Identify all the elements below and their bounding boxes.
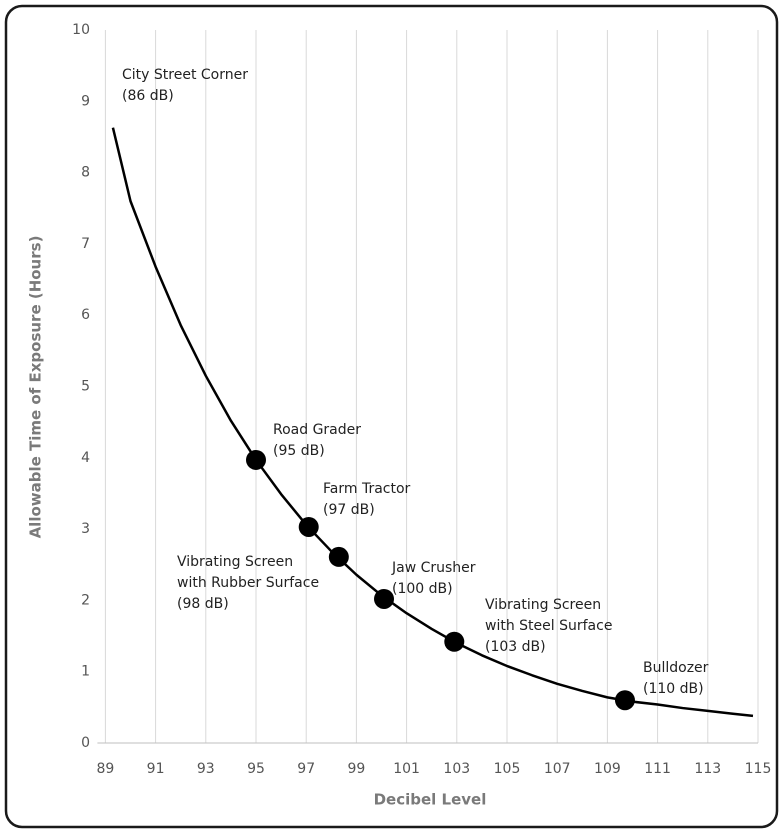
y-tick-label: 2 (81, 592, 90, 608)
annotation: Vibrating Screen (485, 597, 601, 613)
x-tick-label: 103 (443, 761, 470, 777)
y-tick-label: 3 (81, 521, 90, 537)
data-point (246, 449, 266, 470)
x-axis-title: Decibel Level (374, 791, 487, 809)
x-tick-label: 115 (745, 761, 772, 777)
data-point (444, 631, 465, 652)
x-tick-label: 93 (197, 761, 215, 777)
x-tick-label: 107 (544, 761, 571, 777)
annotation: Bulldozer (643, 660, 709, 676)
annotation: City Street Corner (122, 67, 248, 83)
x-tick-label: 95 (247, 761, 265, 777)
annotation: Road Grader (273, 422, 361, 438)
data-point (298, 516, 319, 537)
frame (4, 4, 779, 829)
annotation: (98 dB) (177, 596, 229, 612)
annotation: (86 dB) (122, 88, 174, 104)
y-tick-label: 0 (81, 735, 90, 751)
y-tick-label: 1 (81, 664, 90, 680)
annotation: (95 dB) (273, 443, 325, 459)
y-tick-label: 8 (81, 165, 90, 181)
annotation: Jaw Crusher (391, 560, 476, 576)
x-tick-label: 111 (644, 761, 671, 777)
x-tick-label: 89 (96, 761, 114, 777)
x-tick-label: 91 (147, 761, 165, 777)
annotation: with Rubber Surface (177, 575, 319, 591)
x-tick-label: 105 (494, 761, 521, 777)
y-tick-label: 9 (81, 93, 90, 109)
curve (111, 127, 754, 718)
annotation: (100 dB) (392, 581, 453, 597)
data-point (614, 690, 635, 711)
annotation: Vibrating Screen (177, 554, 293, 570)
x-tick-label: 113 (694, 761, 721, 777)
x-tick-label: 109 (594, 761, 621, 777)
data-point (328, 546, 349, 567)
annotation: (110 dB) (643, 681, 704, 697)
annotation: (103 dB) (485, 639, 546, 655)
x-tick-label: 99 (347, 761, 365, 777)
y-tick-label: 6 (81, 307, 90, 323)
y-tick-label: 10 (72, 22, 90, 38)
x-tick-label: 97 (297, 761, 315, 777)
annotation: with Steel Surface (485, 618, 612, 634)
y-tick-label: 4 (81, 450, 90, 466)
annotation: (97 dB) (323, 502, 375, 518)
y-tick-label: 7 (81, 236, 90, 252)
annotation: Farm Tractor (323, 481, 411, 497)
y-axis-title: Allowable Time of Exposure (Hours) (27, 236, 45, 539)
y-tick-label: 5 (81, 379, 90, 395)
x-tick-label: 101 (393, 761, 420, 777)
data-point (374, 588, 395, 609)
